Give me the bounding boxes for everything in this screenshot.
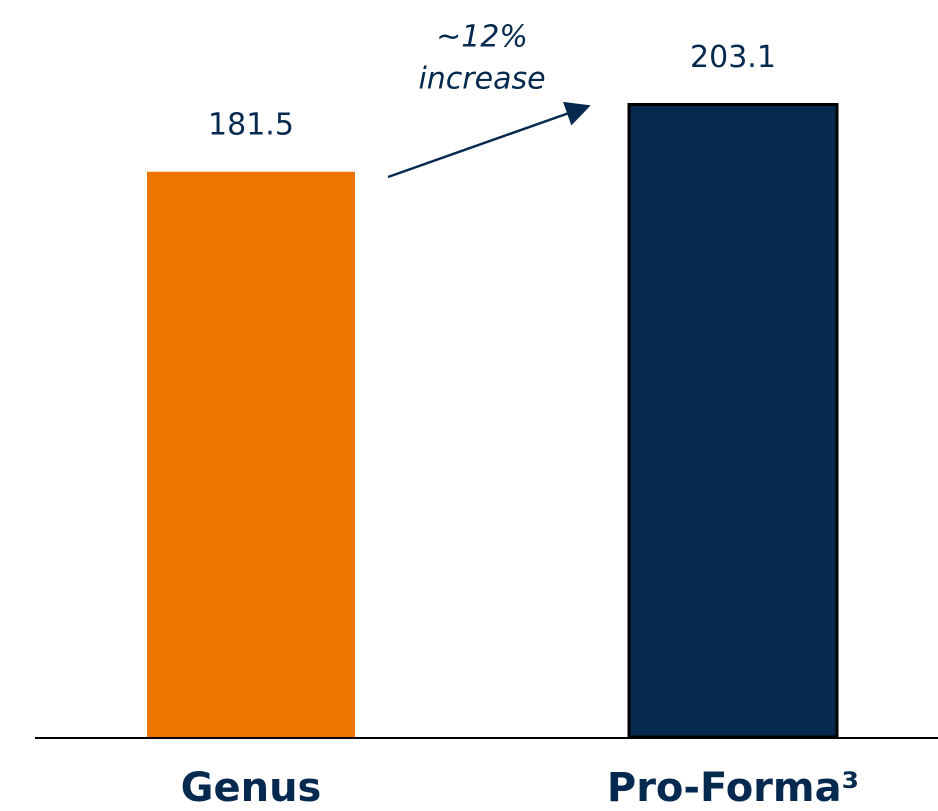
value-label: 181.5 <box>208 107 294 142</box>
annotation: increase <box>418 62 545 97</box>
category-label: Pro-Forma³ <box>607 765 859 811</box>
arrow <box>387 101 591 179</box>
annotation: ~12% <box>436 20 528 55</box>
bar <box>627 102 839 739</box>
bar <box>147 171 355 737</box>
category-label: Genus <box>181 765 322 811</box>
value-label: 203.1 <box>690 40 776 75</box>
